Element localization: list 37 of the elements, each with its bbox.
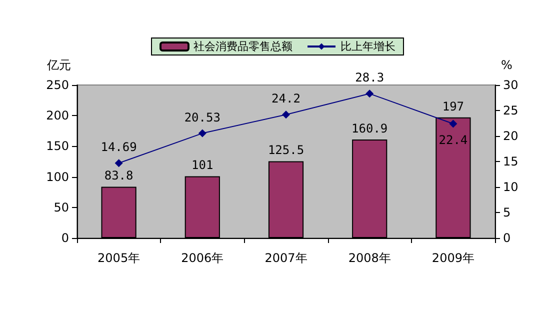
y-tick-label: 0 — [61, 231, 69, 245]
y-tick-label: 100 — [46, 170, 69, 184]
data-label: 101 — [192, 158, 214, 172]
y2-tick-label: 30 — [503, 78, 518, 92]
y-tick-label: 250 — [46, 78, 69, 92]
y-tick-label: 150 — [46, 139, 69, 154]
y2-axis-title: % — [501, 58, 512, 72]
data-label: 20.53 — [184, 110, 220, 124]
x-tick-label: 2009年 — [432, 251, 474, 265]
y2-tick-label: 25 — [503, 104, 518, 118]
point — [449, 120, 458, 128]
data-label: 160.9 — [352, 122, 388, 136]
point — [198, 129, 206, 138]
data-label: 28.3 — [355, 70, 384, 85]
x-tick-label: 2007年 — [264, 251, 308, 265]
y-tick-label: 200 — [46, 108, 69, 123]
data-label: 22.4 — [438, 132, 468, 147]
point — [114, 159, 123, 168]
x-tick-label: 2005年 — [98, 251, 140, 265]
y-tick-label: 50 — [54, 200, 69, 214]
y2-tick-label: 15 — [503, 154, 518, 168]
point — [282, 110, 290, 119]
legend-label: 社会消费品零售总额 — [194, 40, 292, 53]
y2-tick-label: 10 — [503, 180, 518, 194]
x-tick-label: 2008年 — [348, 251, 391, 265]
y2-tick-label: 0 — [503, 231, 511, 245]
data-label: 125.5 — [268, 143, 304, 158]
y2-tick-label: 5 — [503, 206, 511, 220]
data-label: 83.8 — [104, 168, 134, 183]
y2-tick-label: 20 — [503, 129, 518, 143]
data-label: 197 — [442, 99, 464, 114]
data-label: 24.2 — [272, 92, 300, 106]
x-tick-label: 2006年 — [181, 251, 224, 265]
legend-label: 比上年增长 — [340, 40, 396, 53]
point — [366, 90, 374, 98]
data-label: 14.69 — [100, 140, 137, 154]
y-axis-title: 亿元 — [46, 58, 71, 72]
